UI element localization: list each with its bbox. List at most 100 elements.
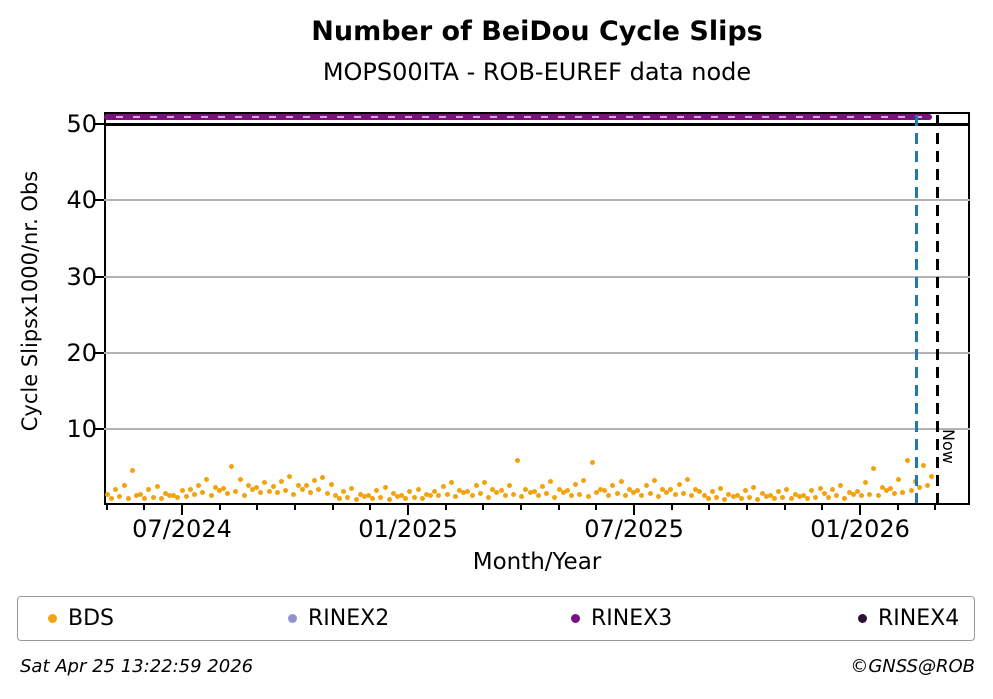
- bds-point: [792, 491, 798, 497]
- legend-item-rinex4: RINEX4: [858, 597, 959, 639]
- x-axis-label: Month/Year: [472, 549, 602, 575]
- bds-point: [129, 468, 135, 474]
- bds-point: [481, 479, 487, 485]
- bds-point: [150, 494, 156, 500]
- y-gridline: [104, 427, 970, 430]
- bds-point: [581, 478, 587, 484]
- bds-point: [162, 491, 168, 497]
- y-gridline: [104, 275, 970, 278]
- bds-point: [883, 488, 889, 494]
- bds-point: [697, 488, 703, 494]
- bds-point: [821, 491, 827, 497]
- bds-point: [212, 484, 218, 490]
- bds-point: [887, 485, 893, 491]
- bds-point: [875, 492, 881, 498]
- bds-point: [113, 487, 119, 493]
- bds-point: [896, 476, 902, 482]
- rinex2-band-dashes: [106, 115, 930, 118]
- x-tick-minor: [708, 505, 711, 510]
- bds-point: [349, 485, 355, 491]
- bds-point: [552, 494, 558, 500]
- bds-point: [254, 484, 260, 490]
- bds-point: [461, 490, 467, 496]
- bds-point: [788, 496, 794, 502]
- bds-point: [589, 459, 595, 465]
- bds-point: [142, 495, 148, 501]
- bds-point: [486, 494, 492, 500]
- bds-point: [751, 484, 757, 490]
- bds-point: [324, 491, 330, 497]
- bds-point: [390, 491, 396, 497]
- chart-subtitle: MOPS00ITA - ROB-EUREF data node: [322, 58, 752, 86]
- x-tick-minor: [746, 505, 749, 510]
- bds-point: [738, 496, 744, 502]
- bds-point: [374, 488, 380, 494]
- bds-marker-icon: [48, 613, 57, 623]
- bds-point: [597, 487, 603, 493]
- bds-point: [171, 492, 177, 498]
- bds-point: [680, 491, 686, 497]
- now-label: Now: [939, 429, 958, 464]
- bds-point: [208, 493, 214, 499]
- y-gridline: [104, 351, 970, 354]
- legend-label: RINEX4: [878, 605, 960, 631]
- legend: BDS RINEX2 RINEX3 RINEX4: [17, 596, 975, 641]
- x-tick-minor: [105, 505, 108, 510]
- x-tick-minor: [783, 505, 786, 510]
- bds-point: [457, 488, 463, 494]
- bds-point: [125, 496, 131, 502]
- bds-point: [614, 491, 620, 497]
- bds-point: [602, 488, 608, 494]
- bds-point: [817, 485, 823, 491]
- bds-point: [618, 478, 624, 484]
- bds-point: [167, 493, 173, 499]
- bds-point: [867, 491, 873, 497]
- bds-point: [133, 492, 139, 498]
- bds-point: [689, 493, 695, 499]
- bds-point: [399, 492, 405, 498]
- bds-point: [415, 486, 421, 492]
- bds-point: [664, 489, 670, 495]
- bds-point: [568, 492, 574, 498]
- bds-point: [693, 486, 699, 492]
- bds-point: [742, 488, 748, 494]
- bds-point: [440, 484, 446, 490]
- bds-point: [175, 494, 181, 500]
- bds-point: [494, 489, 500, 495]
- bds-point: [904, 457, 910, 463]
- bds-point: [104, 491, 110, 497]
- y-tick: [95, 123, 104, 126]
- bds-point: [287, 473, 293, 479]
- bds-point: [411, 494, 417, 500]
- bds-point: [631, 489, 637, 495]
- y-tick: [95, 199, 104, 202]
- bds-point: [564, 488, 570, 494]
- bds-point: [473, 483, 479, 489]
- bds-point: [262, 480, 268, 486]
- bds-point: [245, 483, 251, 489]
- bds-point: [283, 488, 289, 494]
- bds-point: [432, 488, 438, 494]
- bds-point: [635, 488, 641, 494]
- bds-point: [639, 492, 645, 498]
- bds-point: [763, 494, 769, 500]
- bds-point: [925, 482, 931, 488]
- x-tick-label: 07/2025: [584, 515, 684, 543]
- y-tick-label: 20: [66, 338, 97, 367]
- bds-point: [299, 486, 305, 492]
- bds-point: [361, 494, 367, 500]
- bds-point: [813, 494, 819, 500]
- bds-point: [187, 486, 193, 492]
- bds-point: [183, 494, 189, 500]
- bds-point: [544, 491, 550, 497]
- bds-point: [560, 490, 566, 496]
- bds-point: [307, 489, 313, 495]
- bds-point: [701, 492, 707, 498]
- bds-point: [117, 494, 123, 500]
- bds-point: [776, 488, 782, 494]
- bds-point: [825, 494, 831, 500]
- y-tick-label: 30: [66, 262, 97, 291]
- x-tick-minor: [256, 505, 259, 510]
- bds-point: [747, 494, 753, 500]
